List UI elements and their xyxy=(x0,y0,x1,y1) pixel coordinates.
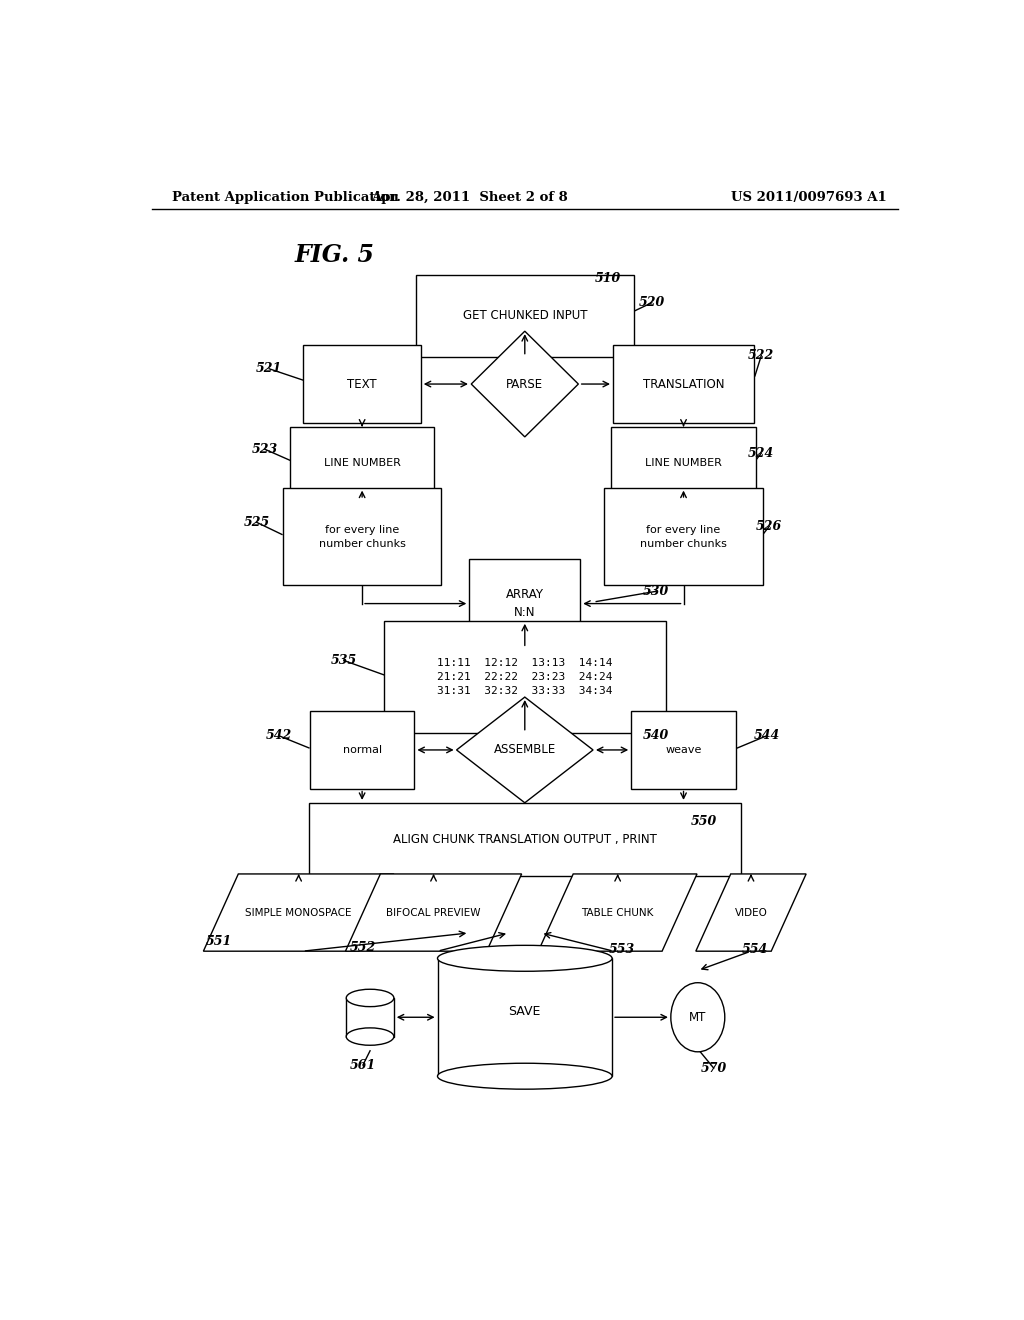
Text: 522: 522 xyxy=(749,348,774,362)
Text: 526: 526 xyxy=(756,520,782,533)
Text: ARRAY
N:N: ARRAY N:N xyxy=(506,589,544,619)
Text: PARSE: PARSE xyxy=(506,378,544,391)
Text: US 2011/0097693 A1: US 2011/0097693 A1 xyxy=(731,190,887,203)
Text: normal: normal xyxy=(343,744,382,755)
Text: 11:11  12:12  13:13  14:14
21:21  22:22  23:23  24:24
31:31  32:32  33:33  34:34: 11:11 12:12 13:13 14:14 21:21 22:22 23:2… xyxy=(437,657,612,696)
Text: TRANSLATION: TRANSLATION xyxy=(643,378,724,391)
Text: 520: 520 xyxy=(639,296,665,309)
Bar xyxy=(346,998,394,1036)
Polygon shape xyxy=(539,874,697,952)
Text: 544: 544 xyxy=(754,729,780,742)
Polygon shape xyxy=(204,874,394,952)
Bar xyxy=(604,487,763,585)
Ellipse shape xyxy=(437,1063,612,1089)
Text: Patent Application Publication: Patent Application Publication xyxy=(172,190,398,203)
Text: 553: 553 xyxy=(608,942,635,956)
Text: GET CHUNKED INPUT: GET CHUNKED INPUT xyxy=(463,309,587,322)
Text: for every line
number chunks: for every line number chunks xyxy=(318,524,406,549)
Bar xyxy=(613,346,754,422)
Text: VIDEO: VIDEO xyxy=(734,908,767,917)
Text: 525: 525 xyxy=(244,516,269,529)
Polygon shape xyxy=(696,874,806,952)
Bar xyxy=(303,346,421,422)
Polygon shape xyxy=(345,874,521,952)
Text: ASSEMBLE: ASSEMBLE xyxy=(494,743,556,756)
Circle shape xyxy=(671,982,725,1052)
Ellipse shape xyxy=(346,989,394,1007)
Text: 540: 540 xyxy=(643,729,669,742)
Text: SIMPLE MONOSPACE: SIMPLE MONOSPACE xyxy=(246,908,352,917)
Text: Apr. 28, 2011  Sheet 2 of 8: Apr. 28, 2011 Sheet 2 of 8 xyxy=(371,190,567,203)
Bar xyxy=(416,276,634,356)
Ellipse shape xyxy=(437,945,612,972)
Text: ALIGN CHUNK TRANSLATION OUTPUT , PRINT: ALIGN CHUNK TRANSLATION OUTPUT , PRINT xyxy=(393,833,656,846)
Bar xyxy=(631,711,736,788)
Text: LINE NUMBER: LINE NUMBER xyxy=(645,458,722,469)
Bar xyxy=(384,620,666,733)
Text: FIG. 5: FIG. 5 xyxy=(295,243,375,267)
Text: MT: MT xyxy=(689,1011,707,1024)
Polygon shape xyxy=(457,697,593,803)
Bar xyxy=(290,426,434,500)
Text: 510: 510 xyxy=(595,272,622,285)
Text: weave: weave xyxy=(666,744,701,755)
Text: 535: 535 xyxy=(331,653,357,667)
Text: 561: 561 xyxy=(350,1059,376,1072)
Text: BIFOCAL PREVIEW: BIFOCAL PREVIEW xyxy=(386,908,481,917)
Polygon shape xyxy=(471,331,579,437)
Bar xyxy=(469,558,581,648)
Text: SAVE: SAVE xyxy=(509,1005,541,1018)
Text: 554: 554 xyxy=(741,942,768,956)
Text: 542: 542 xyxy=(265,729,292,742)
Ellipse shape xyxy=(346,1028,394,1045)
Text: 552: 552 xyxy=(350,941,376,953)
Bar xyxy=(611,426,756,500)
Text: TABLE CHUNK: TABLE CHUNK xyxy=(582,908,654,917)
Text: 521: 521 xyxy=(256,362,283,375)
Bar xyxy=(309,711,415,788)
Bar xyxy=(283,487,441,585)
Text: 570: 570 xyxy=(700,1061,727,1074)
Text: for every line
number chunks: for every line number chunks xyxy=(640,524,727,549)
Text: 524: 524 xyxy=(749,446,774,459)
Text: 551: 551 xyxy=(206,935,232,948)
Text: LINE NUMBER: LINE NUMBER xyxy=(324,458,400,469)
Text: 550: 550 xyxy=(691,814,717,828)
Bar xyxy=(308,803,741,876)
Text: 523: 523 xyxy=(251,442,278,455)
Text: 530: 530 xyxy=(643,585,669,598)
Text: 560: 560 xyxy=(512,1071,538,1084)
Text: TEXT: TEXT xyxy=(347,378,377,391)
Bar xyxy=(437,958,612,1076)
